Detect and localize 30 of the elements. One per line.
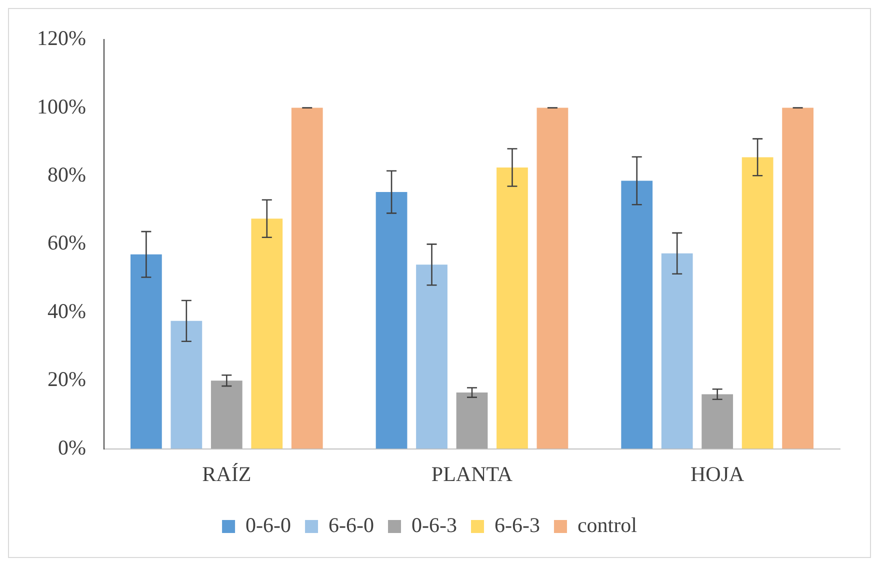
bar: [456, 392, 488, 449]
y-tick-label: 80%: [47, 162, 86, 187]
bar: [621, 180, 653, 449]
bar: [742, 157, 774, 449]
bar: [130, 254, 162, 449]
y-tick-label: 40%: [47, 298, 86, 323]
legend-label: 6-6-0: [328, 513, 374, 538]
bar: [702, 394, 734, 449]
y-tick-label: 0%: [58, 435, 86, 460]
bar: [251, 218, 283, 449]
bar: [291, 108, 323, 449]
bar: [536, 108, 568, 449]
bar: [376, 192, 408, 449]
x-tick-label: PLANTA: [431, 462, 514, 486]
bar: [170, 320, 202, 449]
y-tick-label: 100%: [36, 94, 86, 118]
y-tick-label: 20%: [47, 367, 86, 392]
legend-label: control: [577, 513, 638, 538]
legend-label: 0-6-0: [246, 513, 292, 538]
legend-label: 0-6-3: [412, 513, 458, 538]
x-tick-label: HOJA: [690, 462, 745, 486]
legend-label: 6-6-3: [494, 513, 540, 538]
bar: [496, 167, 528, 449]
bar: [416, 264, 448, 449]
bar: [782, 108, 814, 449]
bar: [210, 380, 242, 449]
x-tick-label: RAÍZ: [202, 462, 252, 486]
bar: [661, 253, 693, 449]
y-tick-label: 60%: [47, 230, 86, 255]
y-tick-label: 120%: [36, 26, 86, 50]
